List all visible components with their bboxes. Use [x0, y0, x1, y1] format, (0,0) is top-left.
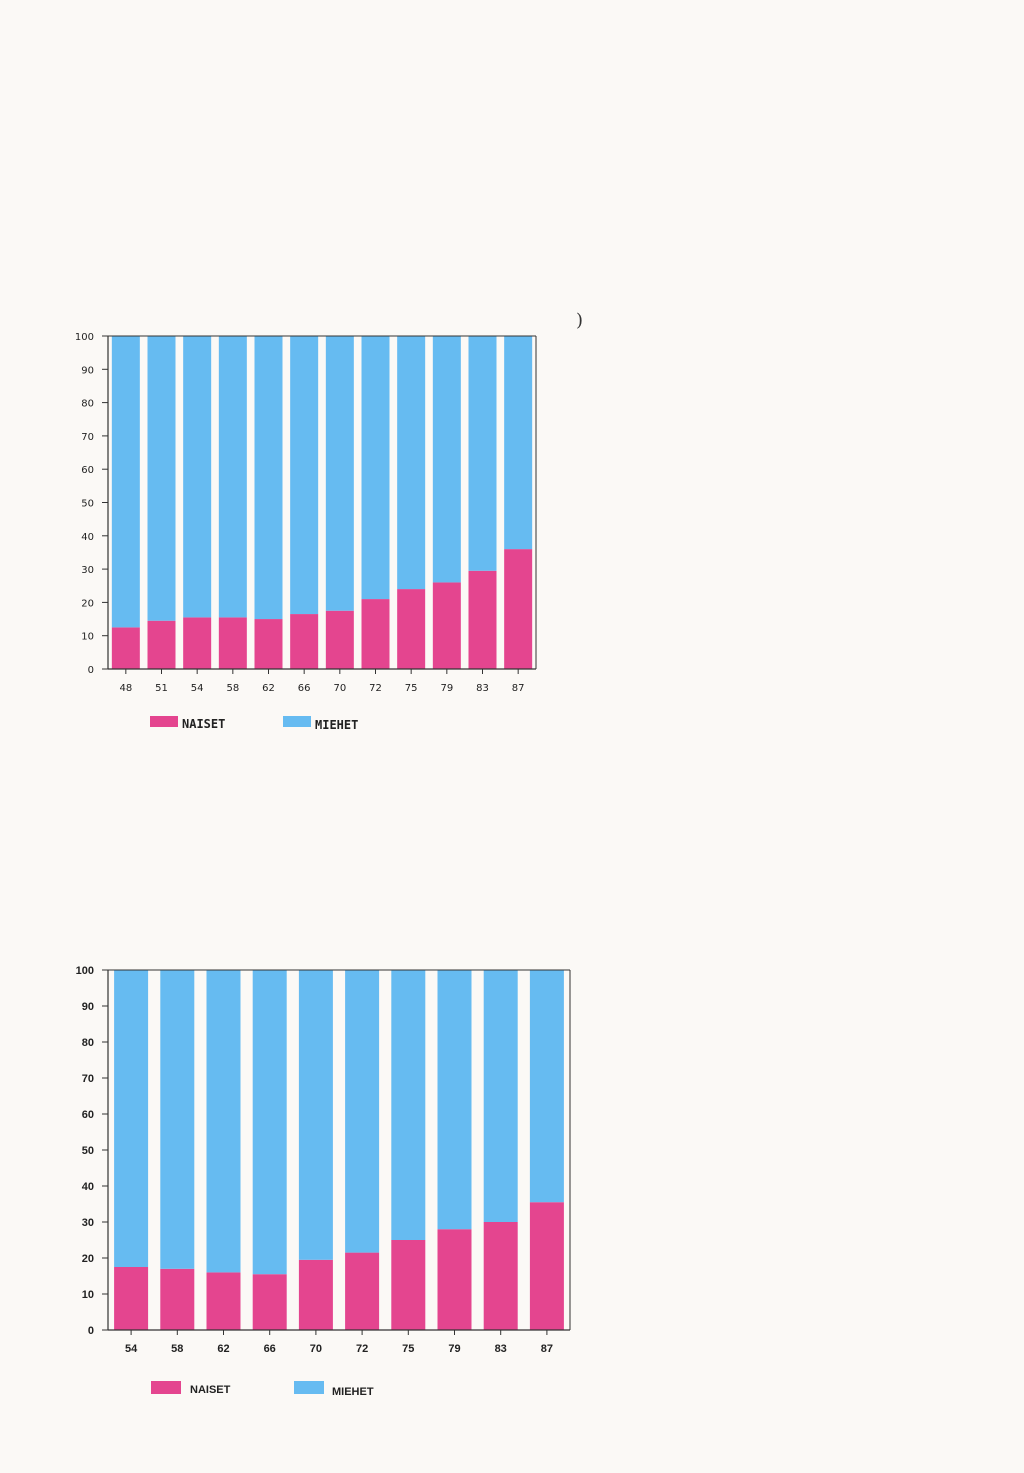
bar-miehet-79 — [432, 336, 461, 583]
x-tick-label-66: 66 — [264, 1343, 276, 1355]
legend-label-naiset: NAISET — [190, 1384, 231, 1396]
legend-label-naiset: NAISET — [182, 717, 225, 731]
x-tick-label-66: 66 — [298, 683, 311, 694]
bar-miehet-87 — [529, 970, 564, 1203]
bar-miehet-58 — [160, 970, 195, 1269]
x-tick-label-72: 72 — [356, 1343, 368, 1355]
bar-miehet-62 — [254, 336, 283, 620]
x-tick-label-62: 62 — [262, 683, 275, 694]
legend-swatch-naiset — [150, 716, 178, 727]
y-tick-label-90: 90 — [82, 1001, 94, 1013]
bar-naiset-62 — [254, 619, 283, 669]
y-tick-label-40: 40 — [81, 532, 94, 543]
bar-miehet-48 — [111, 336, 140, 628]
bar-naiset-79 — [432, 582, 461, 669]
y-tick-label-60: 60 — [81, 465, 94, 476]
bar-naiset-83 — [468, 570, 497, 669]
bar-miehet-66 — [290, 336, 319, 615]
bar-naiset-58 — [218, 617, 247, 669]
bar-miehet-87 — [504, 336, 533, 550]
y-tick-label-20: 20 — [81, 598, 94, 609]
legend-label-miehet: MIEHET — [332, 1386, 374, 1398]
x-tick-label-70: 70 — [310, 1343, 322, 1355]
stray-parenthesis: ) — [576, 310, 584, 331]
bar-naiset-54 — [183, 617, 212, 669]
bar-naiset-58 — [160, 1268, 195, 1330]
bar-naiset-48 — [111, 627, 140, 669]
bar-miehet-83 — [483, 970, 518, 1222]
bar-miehet-72 — [361, 336, 390, 600]
y-tick-label-0: 0 — [88, 665, 94, 676]
x-tick-label-87: 87 — [512, 683, 525, 694]
y-tick-label-100: 100 — [75, 332, 94, 343]
chart-1: 48 51 54 58 62 66 70 72 75 79 83 87 0 10 20 30 40 50 60 70 8… — [75, 332, 537, 732]
y-tick-label-100: 100 — [76, 965, 94, 977]
bar-miehet-83 — [468, 336, 497, 571]
legend-swatch-naiset — [151, 1381, 181, 1394]
y-tick-label-60: 60 — [82, 1109, 94, 1121]
x-tick-label-70: 70 — [333, 683, 346, 694]
legend-swatch-miehet — [283, 716, 311, 727]
y-tick-label-0: 0 — [88, 1325, 94, 1337]
bar-miehet-66 — [252, 970, 287, 1275]
bar-miehet-75 — [391, 970, 426, 1240]
legend-swatch-miehet — [294, 1381, 324, 1394]
y-tick-label-50: 50 — [81, 499, 94, 510]
bar-miehet-54 — [114, 970, 149, 1267]
bar-miehet-75 — [397, 336, 426, 590]
bar-naiset-54 — [114, 1267, 149, 1330]
x-tick-label-54: 54 — [191, 683, 204, 694]
bar-miehet-70 — [298, 970, 333, 1260]
y-tick-label-80: 80 — [81, 399, 94, 410]
y-tick-label-80: 80 — [82, 1037, 94, 1049]
x-tick-label-51: 51 — [155, 683, 168, 694]
x-tick-label-79: 79 — [440, 683, 453, 694]
y-tick-label-40: 40 — [82, 1181, 94, 1193]
x-tick-label-58: 58 — [171, 1343, 183, 1355]
x-tick-label-72: 72 — [369, 683, 382, 694]
y-tick-label-20: 20 — [82, 1253, 94, 1265]
bar-naiset-72 — [361, 599, 390, 669]
bar-naiset-75 — [391, 1240, 426, 1330]
bar-naiset-75 — [397, 589, 426, 669]
x-tick-label-75: 75 — [402, 1343, 414, 1355]
x-tick-label-48: 48 — [119, 683, 132, 694]
y-tick-label-10: 10 — [82, 1289, 94, 1301]
bar-naiset-79 — [437, 1229, 472, 1330]
x-tick-label-87: 87 — [541, 1343, 553, 1355]
bar-naiset-66 — [252, 1274, 287, 1330]
bar-naiset-87 — [504, 549, 533, 669]
bar-miehet-54 — [183, 336, 212, 618]
y-tick-label-30: 30 — [82, 1217, 94, 1229]
y-tick-label-70: 70 — [82, 1073, 94, 1085]
bar-miehet-58 — [218, 336, 247, 618]
bar-miehet-62 — [206, 970, 241, 1273]
x-tick-label-62: 62 — [217, 1343, 229, 1355]
y-tick-label-70: 70 — [81, 432, 94, 443]
y-tick-label-30: 30 — [81, 565, 94, 576]
x-tick-label-58: 58 — [226, 683, 239, 694]
x-tick-label-83: 83 — [476, 683, 489, 694]
y-tick-label-50: 50 — [82, 1145, 94, 1157]
bar-naiset-70 — [298, 1259, 333, 1330]
legend-label-miehet: MIEHET — [315, 718, 358, 732]
bar-miehet-79 — [437, 970, 472, 1230]
x-tick-label-75: 75 — [405, 683, 418, 694]
bar-naiset-66 — [290, 614, 319, 669]
x-tick-label-83: 83 — [495, 1343, 507, 1355]
bar-naiset-83 — [483, 1222, 518, 1330]
bar-miehet-72 — [345, 970, 380, 1253]
x-tick-label-79: 79 — [448, 1343, 460, 1355]
bar-naiset-70 — [325, 610, 354, 669]
bar-naiset-62 — [206, 1272, 241, 1330]
bar-naiset-72 — [345, 1252, 380, 1330]
y-tick-label-90: 90 — [81, 365, 94, 376]
x-tick-label-54: 54 — [125, 1343, 138, 1355]
bar-naiset-51 — [147, 620, 176, 669]
bar-miehet-70 — [325, 336, 354, 611]
bar-miehet-51 — [147, 336, 176, 621]
bar-naiset-87 — [529, 1202, 564, 1330]
y-tick-label-10: 10 — [81, 632, 94, 643]
